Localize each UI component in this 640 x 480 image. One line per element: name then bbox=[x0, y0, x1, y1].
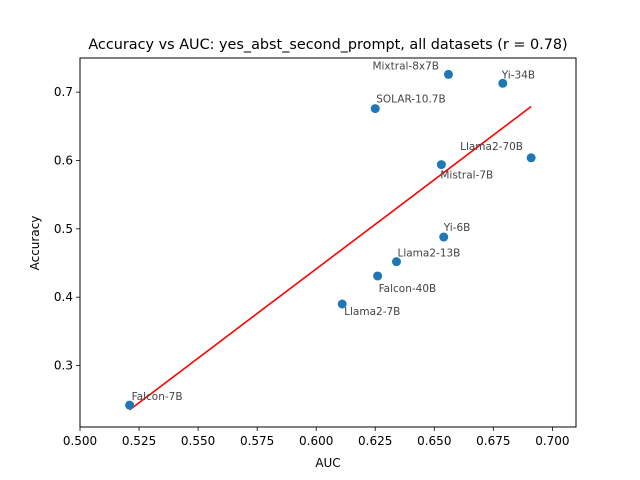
x-axis-label: AUC bbox=[315, 456, 340, 470]
data-point bbox=[373, 271, 383, 281]
point-label: Mixtral-8x7B bbox=[372, 60, 439, 72]
points-layer bbox=[125, 69, 536, 410]
chart-title: Accuracy vs AUC: yes_abst_second_prompt,… bbox=[88, 37, 567, 53]
y-tick-label: 0.3 bbox=[54, 359, 73, 373]
y-tick-label: 0.6 bbox=[54, 154, 73, 168]
point-labels-layer: Mixtral-8x7B Yi-34B SOLAR-10.7B Llama2-70B M… bbox=[132, 60, 535, 403]
point-label: Falcon-40B bbox=[379, 283, 437, 295]
axis-ticks: 0.500 0.525 0.550 0.575 0.600 0.625 0.650 0.675… bbox=[54, 85, 570, 448]
data-point bbox=[498, 78, 508, 88]
data-point bbox=[436, 160, 446, 170]
data-point bbox=[526, 153, 536, 163]
point-label: SOLAR-10.7B bbox=[376, 94, 445, 106]
x-tick-label: 0.675 bbox=[476, 434, 510, 448]
point-label: Mistral-7B bbox=[440, 170, 493, 182]
x-tick-label: 0.525 bbox=[122, 434, 156, 448]
x-tick-label: 0.650 bbox=[417, 434, 451, 448]
point-label: Yi-34B bbox=[501, 69, 535, 81]
point-label: Falcon-7B bbox=[132, 391, 183, 403]
plot-frame bbox=[79, 57, 577, 428]
data-point bbox=[125, 400, 135, 410]
fit-line-layer bbox=[129, 105, 532, 411]
data-point bbox=[391, 257, 401, 267]
data-point bbox=[337, 299, 347, 309]
x-tick-label: 0.575 bbox=[240, 434, 274, 448]
x-tick-label: 0.700 bbox=[535, 434, 569, 448]
data-point bbox=[439, 232, 449, 242]
y-tick-label: 0.5 bbox=[54, 222, 73, 236]
point-label: Yi-6B bbox=[443, 222, 471, 234]
data-point bbox=[370, 104, 380, 114]
x-tick-label: 0.500 bbox=[63, 434, 97, 448]
point-label: Llama2-13B bbox=[397, 248, 460, 260]
data-point bbox=[443, 69, 453, 79]
y-axis-label: Accuracy bbox=[28, 216, 42, 271]
point-label: Llama2-70B bbox=[460, 141, 523, 153]
x-tick-label: 0.600 bbox=[299, 434, 333, 448]
x-tick-label: 0.550 bbox=[181, 434, 215, 448]
x-tick-label: 0.625 bbox=[358, 434, 392, 448]
fit-line bbox=[129, 105, 532, 411]
y-tick-label: 0.7 bbox=[54, 85, 73, 99]
point-label: Llama2-7B bbox=[344, 306, 400, 318]
y-tick-label: 0.4 bbox=[54, 290, 73, 304]
